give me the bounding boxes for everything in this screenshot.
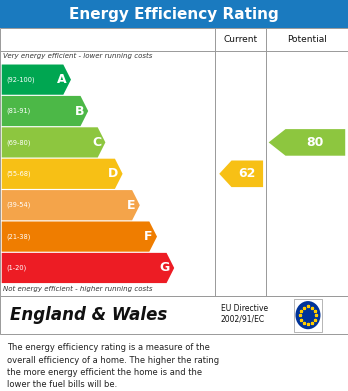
Circle shape	[295, 301, 321, 329]
Polygon shape	[2, 96, 88, 126]
Text: 62: 62	[239, 167, 256, 180]
Text: Current: Current	[223, 35, 258, 44]
Polygon shape	[2, 190, 140, 220]
Polygon shape	[2, 159, 122, 189]
Text: Not energy efficient - higher running costs: Not energy efficient - higher running co…	[3, 285, 153, 292]
Text: (1-20): (1-20)	[6, 265, 26, 271]
Bar	[0, 0, 348, 28]
Text: A: A	[57, 73, 67, 86]
Text: England & Wales: England & Wales	[10, 306, 168, 324]
Text: Energy Efficiency Rating: Energy Efficiency Rating	[69, 7, 279, 22]
Text: EU Directive
2002/91/EC: EU Directive 2002/91/EC	[221, 304, 268, 323]
Text: Potential: Potential	[287, 35, 327, 44]
Text: G: G	[160, 262, 170, 274]
Bar	[294, 299, 322, 332]
Text: E: E	[127, 199, 136, 212]
Polygon shape	[2, 127, 105, 158]
Text: B: B	[74, 104, 84, 118]
Polygon shape	[219, 160, 263, 187]
Text: Very energy efficient - lower running costs: Very energy efficient - lower running co…	[3, 53, 153, 59]
Text: (69-80): (69-80)	[6, 139, 31, 146]
Polygon shape	[2, 221, 157, 252]
Text: 80: 80	[307, 136, 324, 149]
Text: (55-68): (55-68)	[6, 170, 31, 177]
Polygon shape	[2, 65, 71, 95]
Text: (92-100): (92-100)	[6, 76, 35, 83]
Text: (81-91): (81-91)	[6, 108, 31, 114]
Text: The energy efficiency rating is a measure of the
overall efficiency of a home. T: The energy efficiency rating is a measur…	[7, 343, 219, 389]
Bar	[0, 28, 348, 296]
Polygon shape	[2, 253, 174, 283]
Text: F: F	[144, 230, 153, 243]
Polygon shape	[269, 129, 345, 156]
Bar	[0, 296, 348, 334]
Text: (21-38): (21-38)	[6, 233, 31, 240]
Text: (39-54): (39-54)	[6, 202, 31, 208]
Text: D: D	[108, 167, 118, 180]
Text: C: C	[92, 136, 101, 149]
